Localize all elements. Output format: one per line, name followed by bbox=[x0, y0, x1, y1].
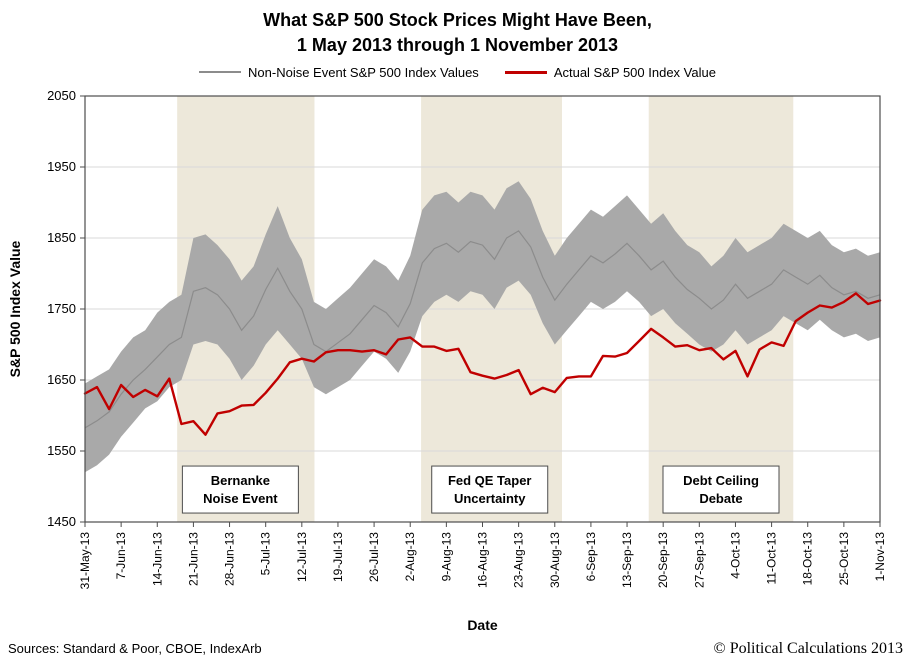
event-label-line1: Bernanke bbox=[211, 473, 270, 488]
x-tick-label: 23-Aug-13 bbox=[512, 532, 526, 588]
gray-line-swatch-icon bbox=[199, 71, 242, 73]
event-label-box bbox=[662, 465, 780, 514]
legend-label-actual: Actual S&P 500 Index Value bbox=[553, 64, 716, 80]
actual-line bbox=[83, 292, 882, 436]
x-tick-label: 9-Aug-13 bbox=[439, 532, 453, 582]
y-tick-label: 1550 bbox=[47, 443, 76, 458]
footer: Sources: Standard & Poor, CBOE, IndexArb… bbox=[0, 640, 915, 658]
x-tick-label: 11-Oct-13 bbox=[765, 532, 779, 585]
x-tick-label: 27-Sep-13 bbox=[692, 532, 706, 588]
chart-title-line2: 1 May 2013 through 1 November 2013 bbox=[296, 35, 619, 55]
x-tick-label: 7-Jun-13 bbox=[114, 532, 128, 580]
x-tick-label: 19-Jul-13 bbox=[331, 532, 345, 582]
chart-canvas: Bernanke Noise Event Fed QE Taper Uncertain… bbox=[7, 88, 887, 633]
event-label-box bbox=[431, 465, 549, 514]
legend-item-non-noise: Non-Noise Event S&P 500 Index Values bbox=[199, 65, 479, 80]
x-tick-label: 20-Sep-13 bbox=[656, 532, 670, 588]
event-label-line2: Debate bbox=[699, 491, 742, 506]
chart-title-line1: What S&P 500 Stock Prices Might Have Bee… bbox=[263, 10, 652, 30]
x-tick-label: 2-Aug-13 bbox=[403, 532, 417, 582]
legend-item-actual: Actual S&P 500 Index Value bbox=[504, 64, 716, 80]
y-tick-label: 1450 bbox=[47, 514, 76, 529]
copyright-note: © Political Calculations 2013 bbox=[713, 640, 903, 657]
legend: Non-Noise Event S&P 500 Index Values Act… bbox=[0, 62, 915, 82]
x-tick-label: 31-May-13 bbox=[78, 532, 92, 590]
x-tick-label: 30-Aug-13 bbox=[548, 532, 562, 588]
x-tick-label: 25-Oct-13 bbox=[837, 532, 851, 586]
x-tick-label: 28-Jun-13 bbox=[223, 532, 237, 586]
legend-label-non-noise: Non-Noise Event S&P 500 Index Values bbox=[248, 64, 479, 80]
x-axis-title: Date bbox=[467, 617, 498, 633]
band-area bbox=[85, 181, 880, 473]
y-tick-label: 1850 bbox=[47, 230, 76, 245]
x-tick-label: 1-Nov-13 bbox=[873, 532, 887, 582]
x-tick-label: 21-Jun-13 bbox=[186, 532, 200, 586]
x-tick-label: 12-Jul-13 bbox=[295, 532, 309, 582]
x-tick-label: 14-Jun-13 bbox=[150, 532, 164, 586]
y-tick-label: 1650 bbox=[47, 372, 76, 387]
y-tick-label: 2050 bbox=[47, 88, 76, 103]
x-tick-label: 6-Sep-13 bbox=[584, 532, 598, 582]
event-label-line1: Debt Ceiling bbox=[683, 473, 759, 488]
red-line-swatch-icon bbox=[504, 70, 547, 74]
chart-title: What S&P 500 Stock Prices Might Have Bee… bbox=[0, 0, 915, 58]
event-label-line1: Fed QE Taper bbox=[448, 473, 532, 488]
sources-note: Sources: Standard & Poor, CBOE, IndexArb bbox=[8, 641, 262, 656]
x-tick-label: 4-Oct-13 bbox=[728, 532, 742, 579]
y-tick-label: 1750 bbox=[47, 301, 76, 316]
event-label-line2: Uncertainty bbox=[454, 491, 526, 506]
band-midline bbox=[84, 230, 881, 429]
y-tick-label: 1950 bbox=[47, 159, 76, 174]
x-tick-label: 18-Oct-13 bbox=[801, 532, 815, 586]
x-tick-label: 13-Sep-13 bbox=[620, 532, 634, 588]
y-axis-title: S&P 500 Index Value bbox=[7, 240, 23, 377]
event-label-line2: Noise Event bbox=[203, 491, 278, 506]
x-tick-label: 26-Jul-13 bbox=[367, 532, 381, 582]
event-label-box bbox=[181, 465, 299, 514]
x-tick-label: 16-Aug-13 bbox=[476, 532, 490, 588]
x-tick-label: 5-Jul-13 bbox=[259, 532, 273, 576]
